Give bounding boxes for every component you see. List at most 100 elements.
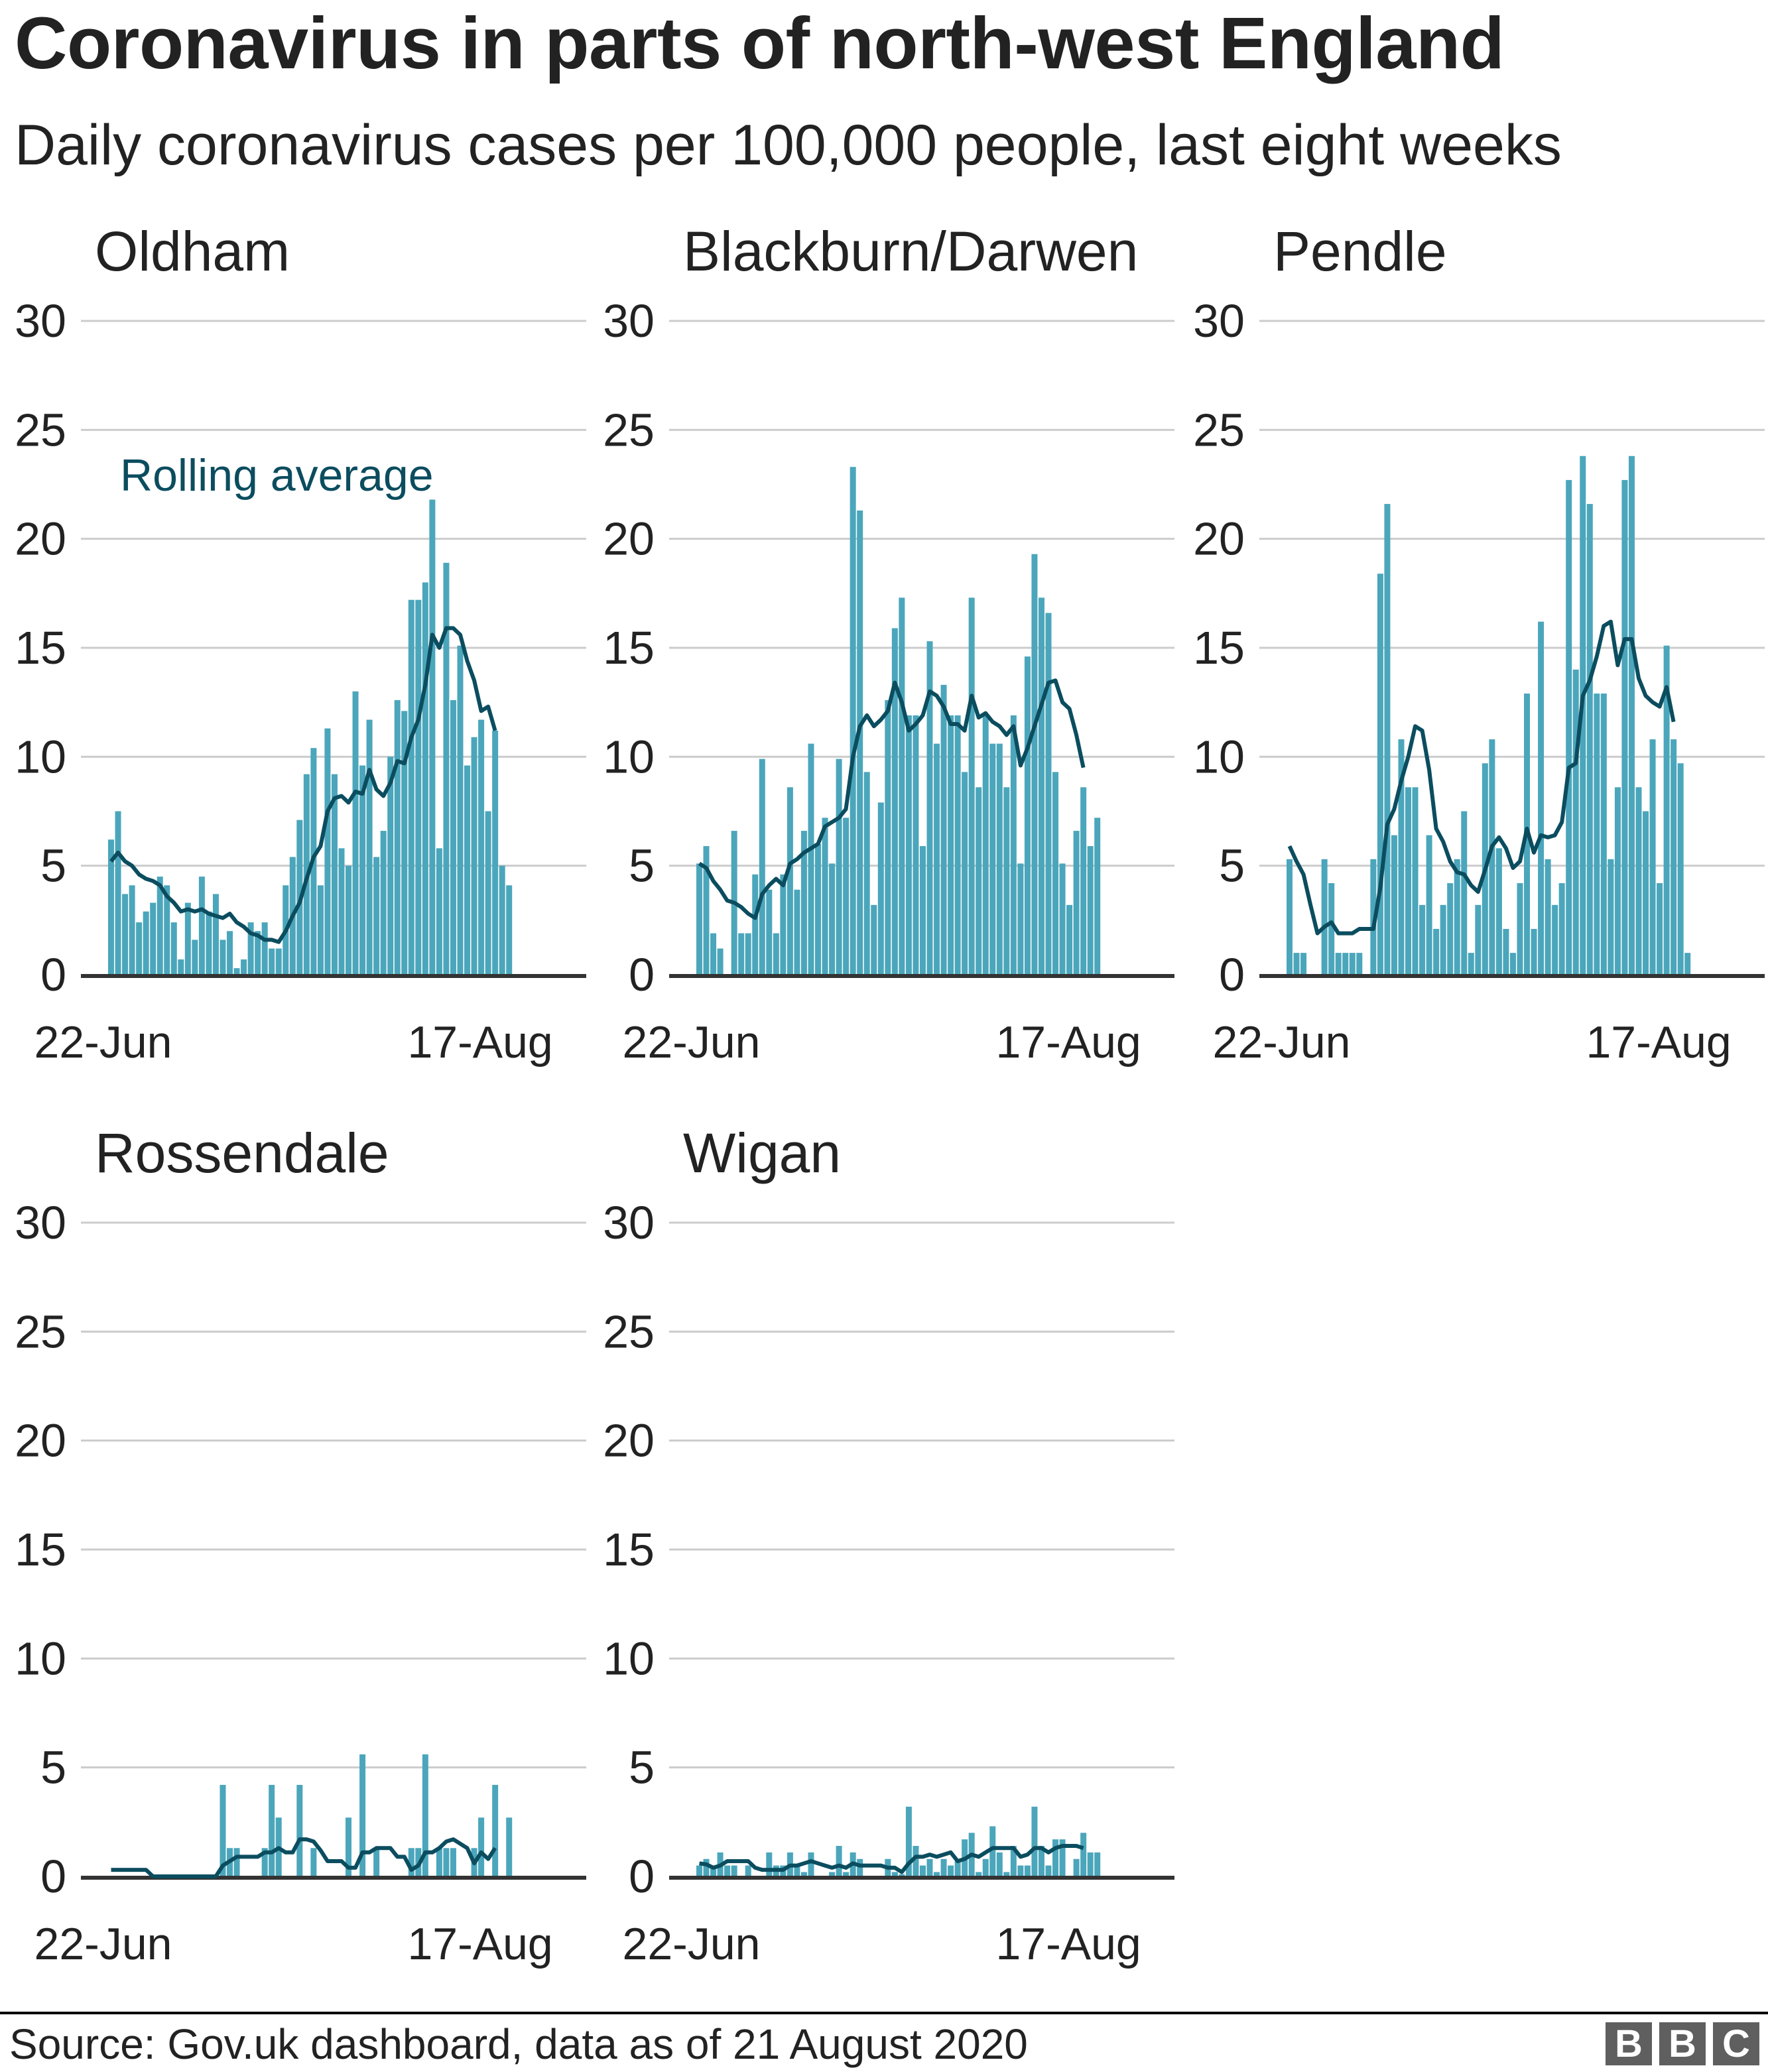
panel-title: Wigan xyxy=(683,1122,841,1184)
bar xyxy=(1538,621,1545,975)
bar xyxy=(696,1865,702,1876)
bar xyxy=(220,1784,226,1876)
bar xyxy=(863,772,870,975)
bar xyxy=(366,719,373,975)
bar xyxy=(800,831,807,975)
bar xyxy=(1024,656,1031,975)
bar xyxy=(850,467,856,975)
bar xyxy=(1356,953,1363,975)
chart-panel: Wigan 0 5 10 15 20 25 30 22-Jun 17-Aug xyxy=(603,1122,1174,1969)
bar xyxy=(954,1860,961,1876)
bar xyxy=(1031,1806,1038,1876)
rolling-average-line xyxy=(109,626,497,944)
bar xyxy=(408,1848,414,1876)
bar xyxy=(436,848,442,975)
bar xyxy=(759,759,765,975)
chart-panel: Pendle 0 5 10 15 20 25 30 22-Jun 17-Aug xyxy=(1193,220,1765,1067)
bar xyxy=(996,743,1003,975)
bar xyxy=(948,1865,954,1876)
rolling-average-label: Rolling average xyxy=(120,450,434,501)
bar xyxy=(808,1852,814,1876)
bar xyxy=(492,1784,499,1876)
bar xyxy=(478,1817,485,1876)
bar xyxy=(1038,1845,1044,1876)
chart-panel: Blackburn/Darwen 0 5 10 15 20 25 30 22-Jun 17-Aug xyxy=(603,220,1174,1067)
bar xyxy=(962,772,968,975)
y-tick-label: 25 xyxy=(603,1306,655,1357)
bar xyxy=(1377,574,1383,975)
bar xyxy=(1370,859,1377,975)
bar xyxy=(871,904,877,975)
bar xyxy=(1405,787,1412,975)
y-tick-label: 15 xyxy=(1193,622,1245,674)
bar xyxy=(269,1784,275,1876)
bar xyxy=(822,818,828,975)
bar xyxy=(317,885,324,975)
bar xyxy=(836,759,842,975)
bar xyxy=(976,1872,982,1876)
bar xyxy=(1586,504,1593,975)
bar xyxy=(919,846,926,975)
bar xyxy=(1073,831,1080,975)
bar xyxy=(731,1865,737,1876)
bar xyxy=(877,802,884,975)
bar xyxy=(198,877,205,975)
bar xyxy=(780,874,787,975)
y-tick-label: 0 xyxy=(40,1851,66,1902)
bar xyxy=(1468,953,1474,975)
bar xyxy=(1066,904,1073,975)
bar xyxy=(787,787,793,975)
chart-panel: Oldham 0 5 10 15 20 25 30 22-Jun 17-Aug Rolling av… xyxy=(15,220,586,1067)
bar xyxy=(926,1859,933,1876)
y-tick-label: 30 xyxy=(603,295,655,347)
bar xyxy=(934,1872,940,1876)
bar xyxy=(1052,1839,1059,1876)
bar xyxy=(1045,613,1052,975)
bar xyxy=(1628,456,1635,975)
x-tick-label: 17-Aug xyxy=(407,1919,552,1969)
x-tick-label: 17-Aug xyxy=(1586,1017,1731,1067)
x-tick-label: 22-Jun xyxy=(623,1919,761,1969)
bar xyxy=(968,597,975,975)
bar xyxy=(241,959,247,975)
y-tick-label: 20 xyxy=(1193,513,1245,565)
bar xyxy=(1398,739,1405,975)
y-tick-label: 5 xyxy=(629,840,655,892)
bar xyxy=(170,922,177,975)
y-tick-label: 20 xyxy=(603,513,655,565)
bar xyxy=(429,499,436,975)
bar xyxy=(1335,953,1342,975)
bar xyxy=(373,1848,380,1876)
small-multiples-chart: Oldham 0 5 10 15 20 25 30 22-Jun 17-Aug Rolling av… xyxy=(15,220,1765,1969)
bar xyxy=(696,863,702,975)
rolling-average-line xyxy=(699,1844,1084,1874)
bar xyxy=(450,700,456,975)
x-tick-label: 17-Aug xyxy=(995,1017,1141,1067)
bar xyxy=(415,599,422,975)
bar xyxy=(1080,787,1087,975)
bar xyxy=(857,1859,863,1876)
y-tick-label: 0 xyxy=(629,1851,655,1902)
bar xyxy=(1495,848,1502,975)
y-tick-label: 10 xyxy=(1193,731,1245,782)
bar xyxy=(1293,953,1300,975)
bar xyxy=(1509,953,1516,975)
bar xyxy=(206,911,212,975)
bar xyxy=(1503,928,1509,975)
bar xyxy=(1552,904,1558,975)
y-tick-label: 10 xyxy=(603,731,655,782)
y-tick-label: 30 xyxy=(1193,295,1245,347)
bar xyxy=(310,1848,317,1876)
bar xyxy=(1614,787,1621,975)
bar xyxy=(1531,928,1537,975)
bar xyxy=(1608,859,1614,975)
bar xyxy=(373,857,380,975)
bar xyxy=(269,948,275,975)
bar xyxy=(1677,763,1684,975)
panel-title: Pendle xyxy=(1273,220,1447,282)
bar xyxy=(1349,953,1356,975)
bar xyxy=(794,1865,800,1876)
bar xyxy=(948,715,954,975)
bar xyxy=(359,1754,366,1876)
bar xyxy=(1447,883,1454,975)
